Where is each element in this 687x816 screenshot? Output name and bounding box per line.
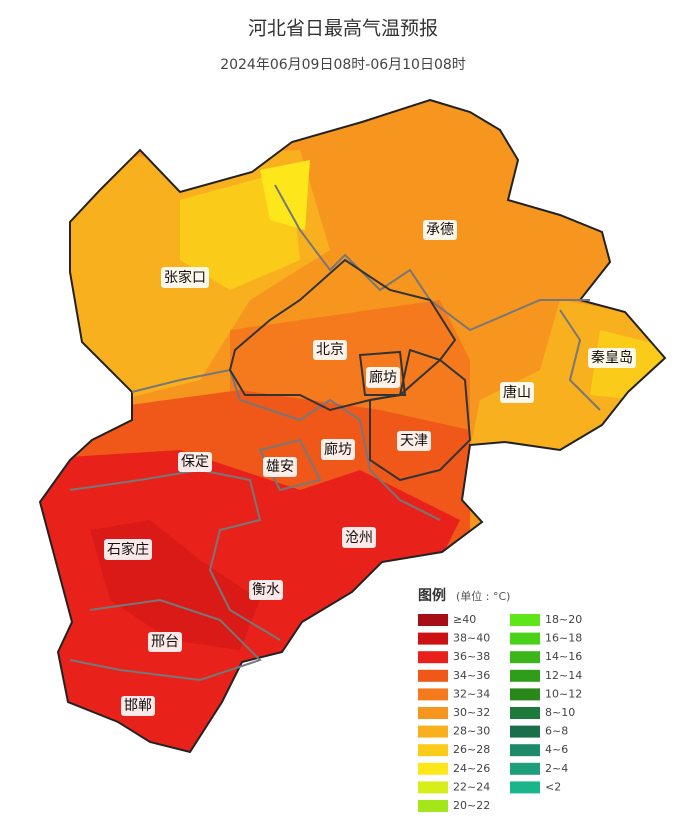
legend-label: 12~14 — [545, 669, 582, 682]
legend-label: 6~8 — [545, 725, 568, 738]
city-label: 唐山 — [503, 384, 531, 401]
city-label-bg — [104, 539, 152, 560]
legend-swatch — [510, 744, 540, 757]
legend-swatch — [418, 651, 448, 664]
legend-label: 30~32 — [453, 706, 490, 719]
city-label: 沧州 — [345, 529, 373, 546]
city-label: 衡水 — [252, 582, 280, 598]
legend-swatch — [418, 688, 448, 701]
legend-label: 10~12 — [545, 687, 582, 700]
city-label-bg — [321, 439, 355, 460]
title: 河北省日最高气温预报 — [248, 18, 438, 40]
legend-title: 图例 — [418, 587, 446, 604]
legend-swatch — [510, 669, 540, 682]
legend-label: 16~18 — [545, 632, 582, 645]
legend-swatch — [510, 781, 540, 794]
city-label: 廊坊 — [324, 441, 352, 458]
city-label-bg — [148, 632, 182, 652]
legend-label: 38~40 — [453, 632, 490, 645]
city-label-bg — [423, 220, 457, 240]
city-label: 石家庄 — [107, 541, 149, 558]
city-label: 保定 — [181, 454, 209, 470]
legend-swatch — [418, 707, 448, 719]
city-label-bg — [249, 580, 283, 600]
legend-label: 28~30 — [453, 725, 490, 738]
legend-label: 4~6 — [545, 743, 568, 756]
city-label-bg — [342, 527, 376, 548]
legend-swatch — [510, 632, 540, 645]
zone-24-26 — [260, 160, 310, 230]
legend-swatch — [510, 688, 540, 701]
city-label: 天津 — [400, 433, 428, 449]
subtitle: 2024年06月09日08时-06月10日08时 — [220, 57, 466, 73]
city-label: 邯郸 — [124, 698, 152, 714]
legend-swatch — [510, 614, 540, 626]
city-label-bg — [178, 452, 212, 472]
legend-unit: (单位 : °C) — [456, 589, 510, 603]
legend-label: ≥40 — [453, 613, 476, 626]
legend: ≥40 38~40 36~38 34~36 32~34 30~32 28~30 26~28 24… — [418, 613, 582, 812]
city-label-bg — [161, 267, 209, 288]
city-label: 雄安 — [266, 459, 294, 475]
legend-swatch — [418, 614, 448, 626]
legend-label: 34~36 — [453, 669, 490, 682]
city-label: 张家口 — [164, 269, 206, 286]
legend-label: 22~24 — [453, 780, 490, 793]
city-label-bg — [263, 457, 297, 477]
legend-swatch — [510, 725, 540, 738]
legend-label: 24~26 — [453, 762, 490, 775]
legend-swatch — [418, 725, 448, 738]
legend-swatch — [418, 669, 448, 682]
city-label-bg — [588, 348, 636, 368]
city-label-bg — [366, 367, 400, 388]
legend-label: 32~34 — [453, 687, 490, 700]
legend-label: 8~10 — [545, 706, 575, 719]
legend-label: 36~38 — [453, 650, 490, 663]
legend-swatch — [418, 632, 448, 645]
legend-swatch — [418, 781, 448, 794]
legend-label: 14~16 — [545, 650, 582, 663]
city-label-bg — [500, 382, 534, 403]
legend-label: 26~28 — [453, 743, 490, 756]
city-label: 秦皇岛 — [591, 350, 633, 366]
legend-label: <2 — [545, 780, 561, 793]
legend-swatch — [418, 800, 448, 812]
legend-swatch — [510, 762, 540, 775]
legend-swatch — [510, 707, 540, 719]
legend-label: 18~20 — [545, 613, 582, 626]
city-label: 邢台 — [151, 634, 179, 650]
city-label-bg — [121, 696, 155, 716]
legend-swatch — [418, 762, 448, 775]
city-label: 承德 — [426, 222, 454, 238]
boundaries — [69, 184, 601, 682]
legend-label: 2~4 — [545, 762, 568, 775]
city-label-bg — [313, 340, 347, 360]
legend-label: 20~22 — [453, 799, 490, 812]
city-label-bg — [397, 431, 431, 451]
city-label: 廊坊 — [369, 369, 397, 386]
city-label: 北京 — [316, 342, 344, 358]
legend-swatch — [418, 744, 448, 757]
municipal-boundaries — [228, 258, 472, 482]
legend-swatch — [510, 651, 540, 664]
